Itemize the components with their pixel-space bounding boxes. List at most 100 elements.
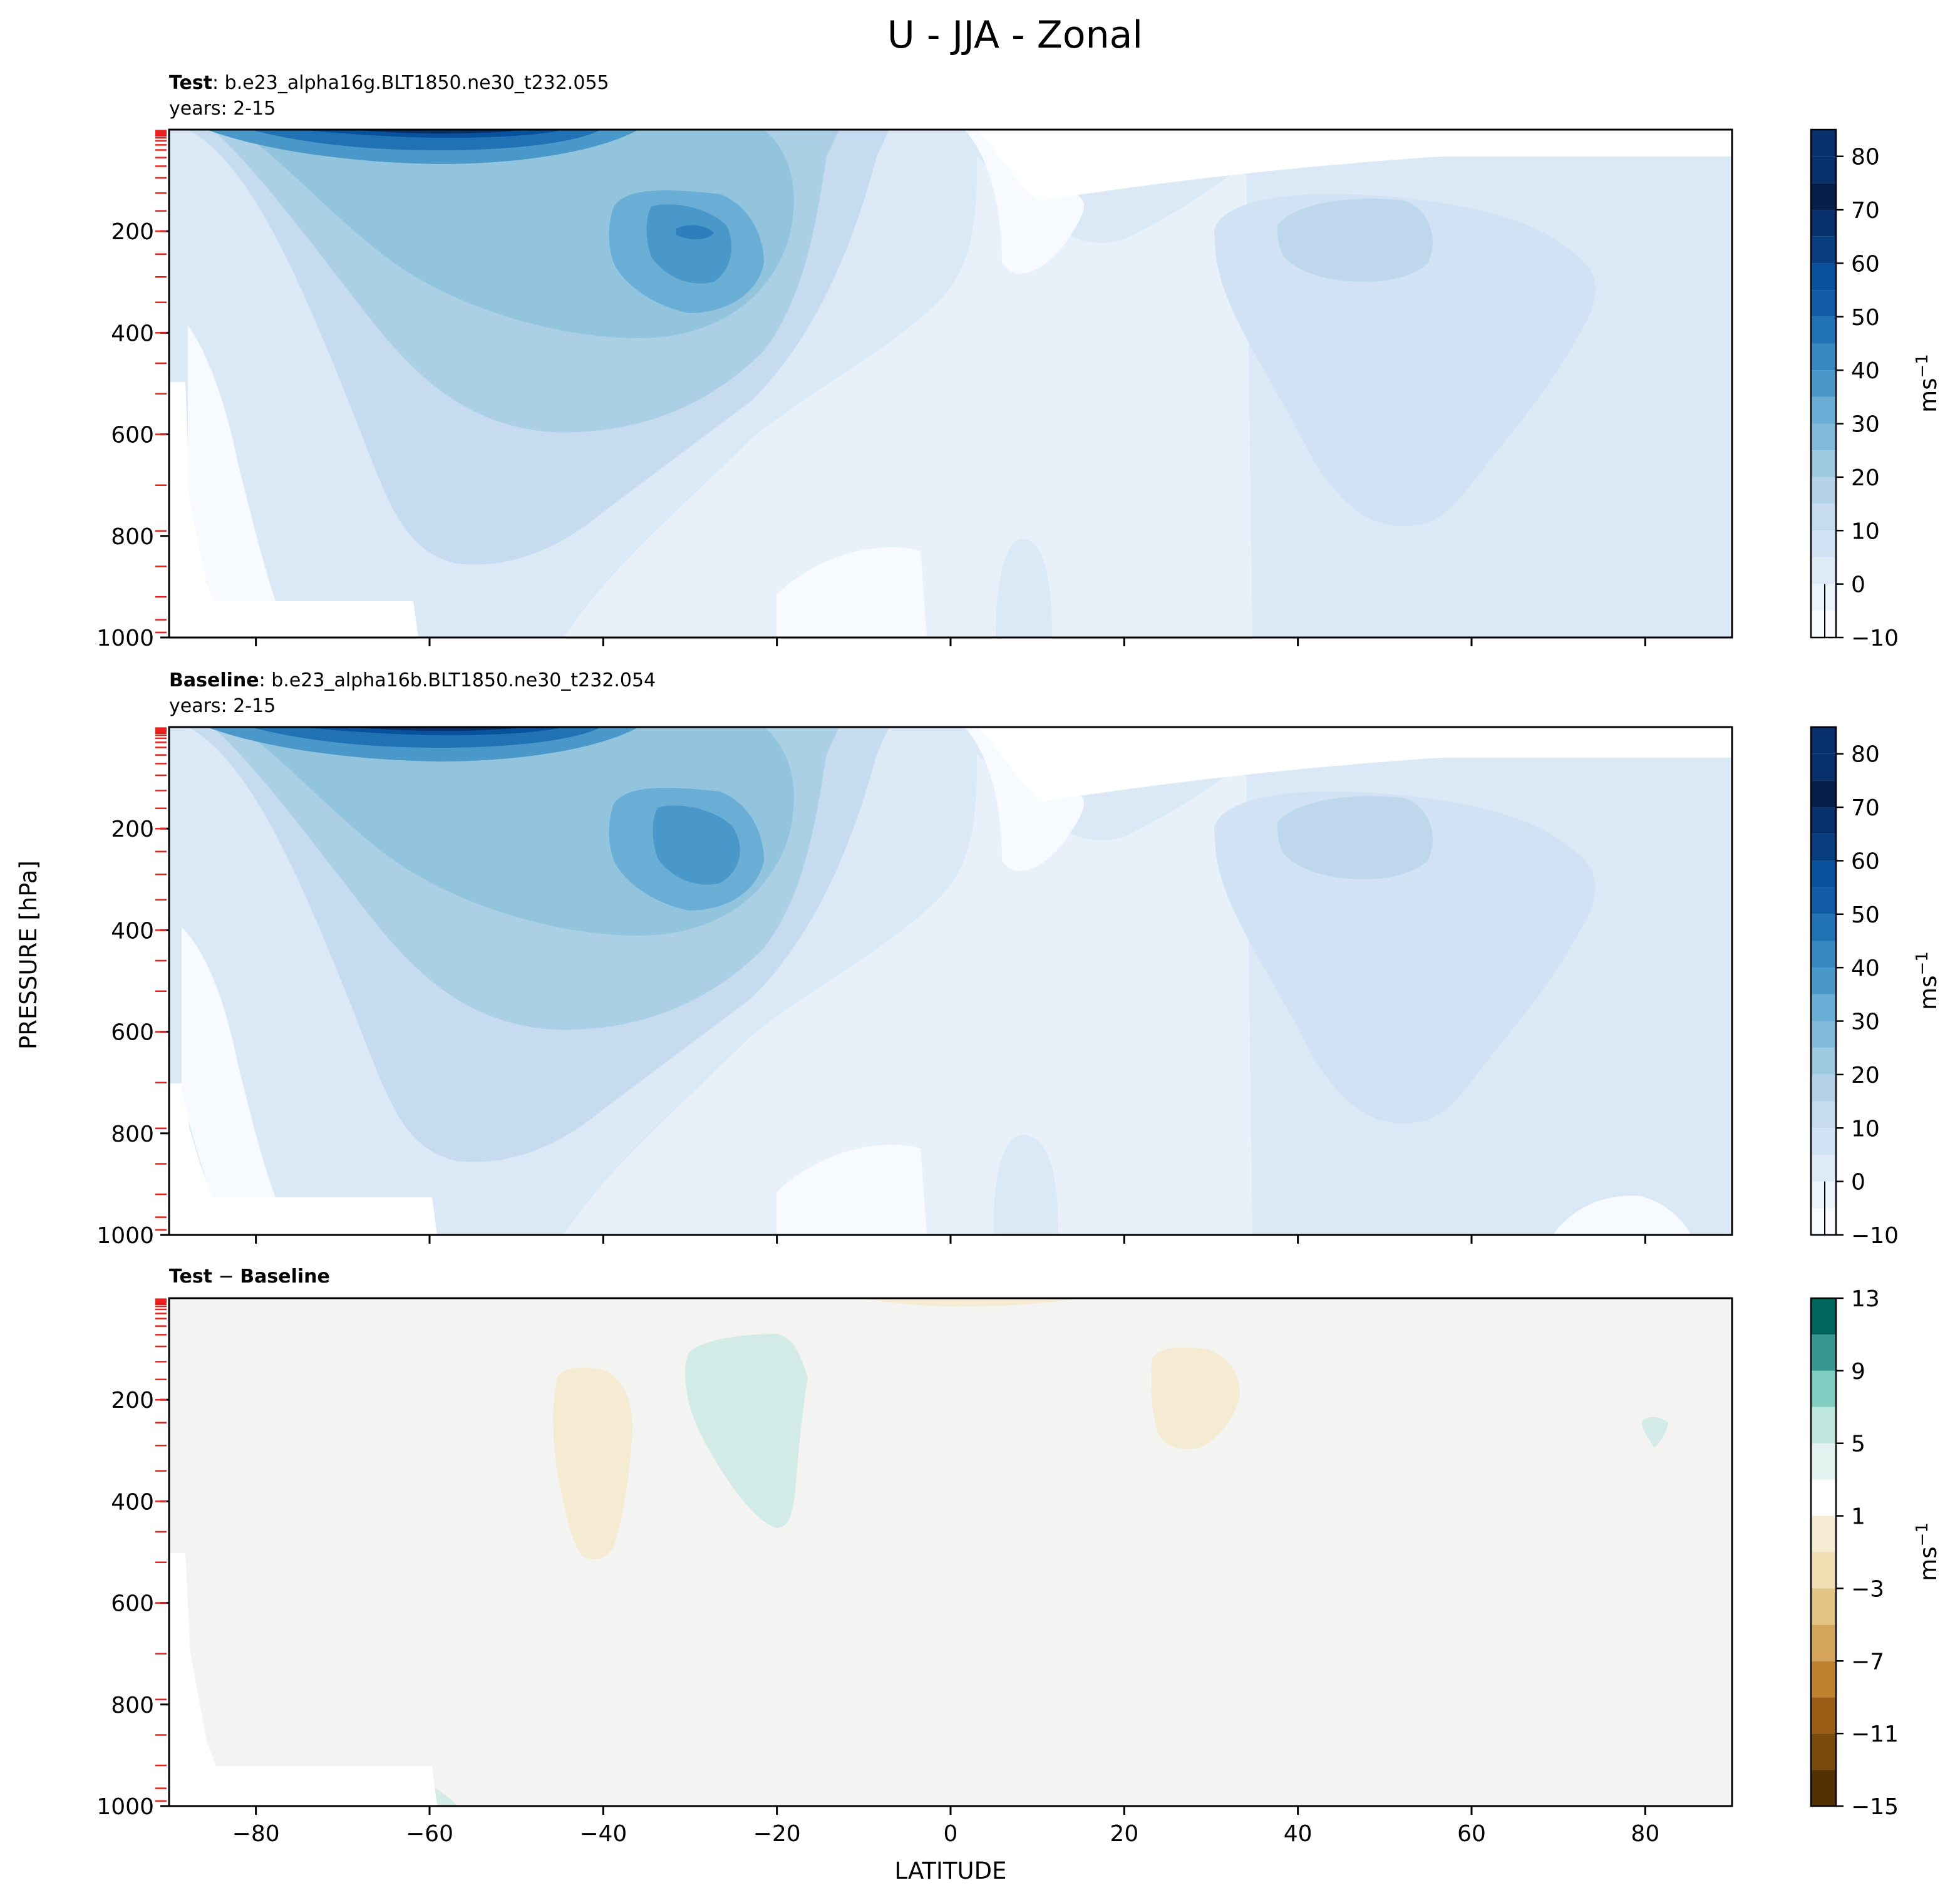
colorbar-segment (1811, 914, 1836, 941)
colorbar-tick-label: 80 (1851, 742, 1880, 768)
colorbar-tick-label: 70 (1851, 795, 1880, 821)
colorbar-tick-label: 0 (1851, 1170, 1865, 1195)
model-level-ticks-difference (155, 1298, 167, 1802)
colorbar-segment (1811, 477, 1836, 504)
colorbar-tick-label: 10 (1851, 1116, 1880, 1142)
colorbar-segment (1811, 130, 1836, 157)
x-ticks-baseline (255, 1235, 1646, 1244)
colorbar-segment (1811, 1128, 1836, 1155)
colorbar-test-label: ms−1 (1913, 354, 1942, 413)
panel-difference-title-bold2: Baseline (240, 1266, 330, 1288)
panel-test-subtitle: years: 2-15 (169, 98, 276, 120)
colorbar-segment (1811, 503, 1836, 531)
y-tick-label: 800 (111, 1122, 154, 1147)
y-tick-label: 200 (111, 219, 154, 245)
colorbar-tick-label: 70 (1851, 198, 1880, 224)
contour-level-upper-white (977, 130, 1732, 200)
y-tick-label: 400 (111, 321, 154, 346)
colorbar-segment (1811, 290, 1836, 317)
terrain-mask (169, 382, 418, 638)
contour-field-baseline (169, 727, 1732, 1235)
y-axis-label: PRESSURE [hPa] (15, 860, 42, 1050)
colorbar-segment (1811, 263, 1836, 291)
colorbar-segment (1811, 1181, 1836, 1209)
y-tick-label: 200 (111, 1388, 154, 1413)
colorbar-tick-label: 40 (1851, 956, 1880, 981)
colorbar-segment (1811, 584, 1836, 611)
colorbar-segment (1811, 343, 1836, 371)
y-tick-label: 200 (111, 817, 154, 842)
colorbar-difference: −15 −11 −7 −3 1 5 9 13 (1810, 1286, 1899, 1820)
panel-difference-title-bold: Test (169, 1266, 212, 1288)
colorbar-segment (1811, 183, 1836, 210)
colorbar-tick-label: 20 (1851, 465, 1880, 491)
colorbar-segment (1811, 1208, 1836, 1235)
panel-difference-title-rest: − (212, 1266, 240, 1288)
diff-pos-region-2 (1642, 1417, 1669, 1448)
colorbar-tick-label: 1 (1851, 1504, 1865, 1530)
figure-title: U - JJA - Zonal (887, 13, 1143, 57)
colorbar-segment (1811, 780, 1836, 808)
panel-test: Test: b.e23_alpha16g.BLT1850.ne30_t232.0… (96, 72, 1942, 651)
colorbar-segment (1811, 1021, 1836, 1048)
panel-test-title-rest: : b.e23_alpha16g.BLT1850.ne30_t232.055 (212, 72, 609, 94)
colorbar-segment (1811, 1624, 1836, 1661)
colorbar-baseline: −10 0 10 20 30 40 50 60 70 80 (1810, 726, 1899, 1249)
colorbar-segment (1811, 1101, 1836, 1128)
colorbar-segment (1811, 236, 1836, 264)
colorbar-segment (1811, 1443, 1836, 1480)
colorbar-segment (1811, 1407, 1836, 1443)
contour-level-nh-20-30 (1277, 199, 1433, 282)
colorbar-tick-label: 50 (1851, 305, 1880, 331)
colorbar-tick-label: 20 (1851, 1063, 1880, 1088)
colorbar-segment (1811, 727, 1836, 754)
panel-baseline-subtitle: years: 2-15 (169, 695, 276, 717)
contour-level-nh-10-20 (1214, 194, 1596, 526)
y-axis-baseline: 200 400 600 800 1000 (96, 817, 169, 1249)
diff-pos-region-1 (685, 1334, 808, 1528)
colorbar-segment (1811, 1515, 1836, 1552)
contour-level-10-surface (996, 539, 1052, 638)
colorbar-tick-label: 60 (1851, 849, 1880, 874)
colorbar-tick-label: −7 (1851, 1649, 1884, 1675)
colorbar-tick-label: 30 (1851, 1009, 1880, 1035)
colorbar-tick-label: 40 (1851, 358, 1880, 384)
colorbar-tick-label: 9 (1851, 1359, 1865, 1385)
y-tick-label: 600 (111, 1591, 154, 1617)
diff-neg-region-2 (1151, 1347, 1240, 1449)
y-axis-test: 200 400 600 800 1000 (96, 219, 169, 651)
colorbar-segment (1811, 1733, 1836, 1770)
colorbar-segment (1811, 968, 1836, 994)
y-tick-label: 1000 (96, 626, 154, 651)
colorbar-tick-label: −10 (1851, 626, 1899, 651)
panel-difference-title: Test − Baseline (169, 1266, 330, 1288)
panel-test-title-bold: Test (169, 72, 212, 94)
colorbar-segment (1811, 994, 1836, 1021)
colorbar-segment (1811, 1074, 1836, 1102)
colorbar-segment (1811, 941, 1836, 968)
colorbar-segment (1811, 1697, 1836, 1734)
x-tick-label: 40 (1284, 1821, 1313, 1847)
colorbar-segment (1811, 1334, 1836, 1371)
colorbar-tick-label: −10 (1851, 1223, 1899, 1249)
colorbar-segment (1811, 316, 1836, 344)
colorbar-tick-label: 60 (1851, 251, 1880, 277)
contour-level-neg-polar (188, 326, 276, 601)
colorbar-tick-label: 50 (1851, 902, 1880, 928)
contour-field-test (169, 130, 1732, 638)
colorbar-segment (1811, 1048, 1836, 1075)
panel-baseline-title-bold: Baseline (169, 669, 259, 691)
diff-neg-upper (864, 1298, 1077, 1307)
diff-pos-surface (432, 1785, 457, 1806)
colorbar-segment (1811, 1770, 1836, 1806)
colorbar-segment (1811, 1370, 1836, 1407)
colorbar-segment (1811, 887, 1836, 914)
x-tick-label: 0 (944, 1821, 958, 1847)
colorbar-tick-label: −15 (1851, 1794, 1899, 1820)
colorbar-frame (1810, 726, 1837, 1236)
colorbar-segment (1811, 1588, 1836, 1625)
model-level-ticks-baseline (155, 727, 167, 1231)
x-tick-label: 80 (1631, 1821, 1659, 1847)
colorbar-segment (1811, 1479, 1836, 1516)
model-level-ticks-test (155, 130, 167, 634)
